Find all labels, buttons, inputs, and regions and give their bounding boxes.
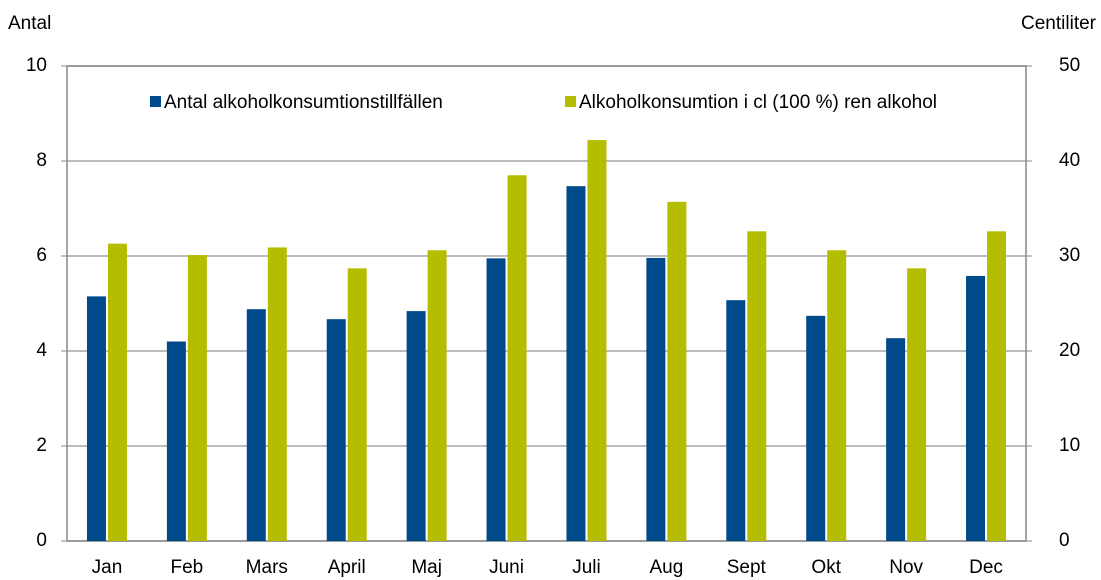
x-tick-label: Aug [649,557,683,578]
bar [166,341,186,541]
x-tick-label: Mars [246,557,288,578]
bar [486,258,506,541]
bar [907,268,927,541]
y-tick-label: 4 [36,340,47,361]
x-tick-label: Feb [171,557,204,578]
y-tick-label: 6 [36,245,47,266]
bar [827,250,847,542]
bar [806,315,826,541]
bar [966,275,986,541]
x-tick-label: Nov [889,557,923,578]
bar [726,300,746,541]
x-tick-label: Maj [411,557,442,578]
bar [646,257,666,541]
bar [246,309,266,541]
y2-tick-label: 20 [1059,340,1080,361]
bar [427,250,447,542]
legend-swatch [150,96,161,107]
y2-tick-label: 0 [1059,530,1070,551]
x-tick-label: April [328,557,366,578]
x-tick-label: Okt [811,557,841,578]
y-axis-title: Antal [8,13,51,34]
bar [406,311,426,541]
x-tick-label: Juni [489,557,524,578]
bar [566,186,586,542]
bar [587,140,607,541]
plot-frame [66,65,1027,542]
y-tick-label: 10 [26,55,47,76]
x-tick-label: Dec [969,557,1003,578]
x-tick-label: Sept [727,557,767,578]
bar [267,247,287,541]
y2-axis-title: Centiliter [1021,13,1097,34]
bar [667,201,687,541]
y2-tick-label: 30 [1059,245,1080,266]
bar [107,243,127,541]
legend-label: Antal alkoholkonsumtionstillfällen [164,92,443,113]
x-tick-label: Jan [92,557,123,578]
y-tick-label: 0 [36,530,47,551]
y2-tick-label: 40 [1059,150,1080,171]
bar [507,175,527,541]
bar [86,296,106,541]
bar [886,338,906,541]
y2-tick-label: 10 [1059,435,1080,456]
bar [347,268,367,541]
y-tick-label: 8 [36,150,47,171]
y2-tick-label: 50 [1059,55,1080,76]
y-tick-label: 2 [36,435,47,456]
bar [187,255,207,542]
legend-swatch [565,96,576,107]
x-tick-label: Juli [572,557,601,578]
bar [747,231,767,542]
bar [326,319,346,541]
legend-label: Alkoholkonsumtion i cl (100 %) ren alkoh… [579,92,937,113]
bar [987,231,1007,542]
